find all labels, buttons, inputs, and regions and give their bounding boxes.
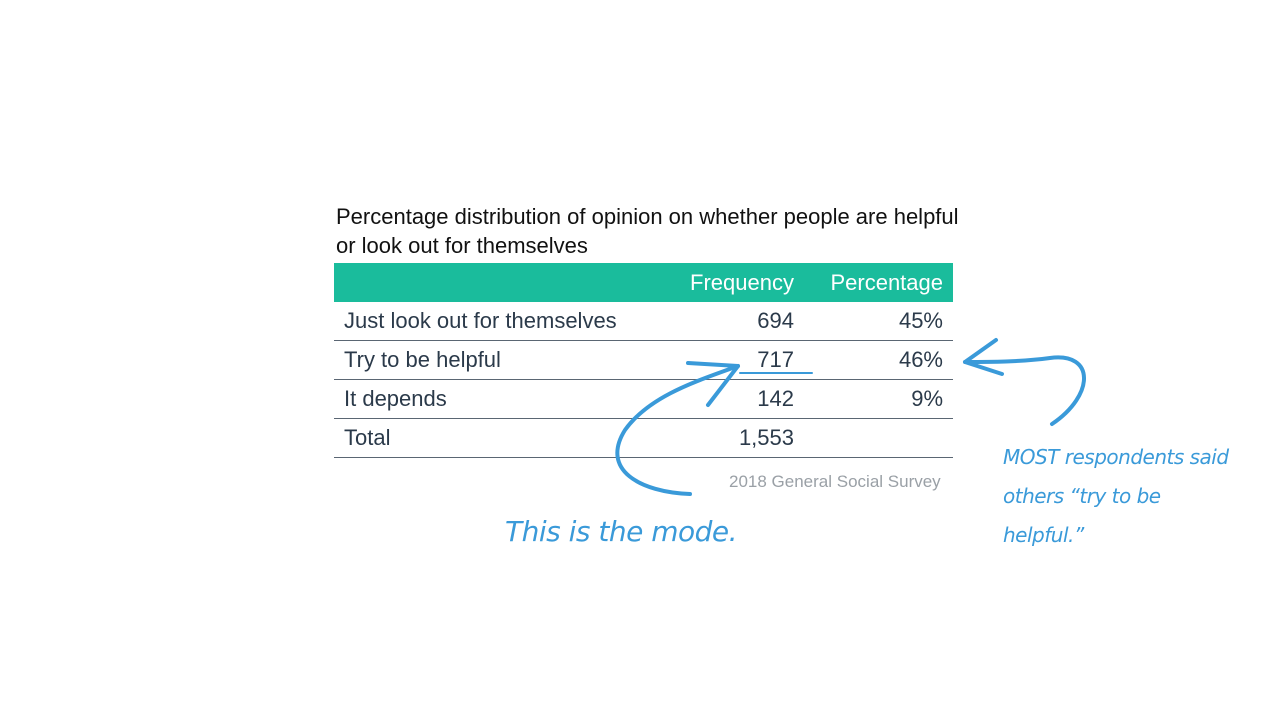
row-label: Total [344,425,391,450]
table-row: Total 1,553 [334,419,953,458]
header-percentage: Percentage [830,269,943,295]
row-percentage: 9% [911,386,943,411]
table-title: Percentage distribution of opinion on wh… [336,204,959,258]
row-frequency: 1,553 [738,425,794,450]
table-row: Just look out for themselves 694 45% [334,302,953,341]
most-arrow-icon [963,355,1086,426]
row-label: Try to be helpful [344,347,501,372]
table-row: Try to be helpful 717 46% [334,341,953,380]
row-frequency: 142 [757,386,794,411]
row-label: Just look out for themselves [344,308,617,333]
row-percentage: 46% [898,347,943,372]
table-row: It depends 142 9% [334,380,953,419]
header-frequency: Frequency [690,269,794,295]
row-percentage: 45% [898,308,943,333]
mode-annotation: This is the mode. [505,515,738,548]
table-header: Frequency Percentage [334,263,953,302]
most-annotation: MOST respondents said others “try to be … [1003,445,1229,547]
source-note: 2018 General Social Survey [729,472,941,491]
row-label: It depends [344,386,447,411]
row-frequency: 694 [757,308,794,333]
most-arrowhead-icon [963,338,1004,376]
distribution-table: Frequency Percentage Just look out for t… [334,263,953,458]
row-frequency: 717 [757,347,794,372]
